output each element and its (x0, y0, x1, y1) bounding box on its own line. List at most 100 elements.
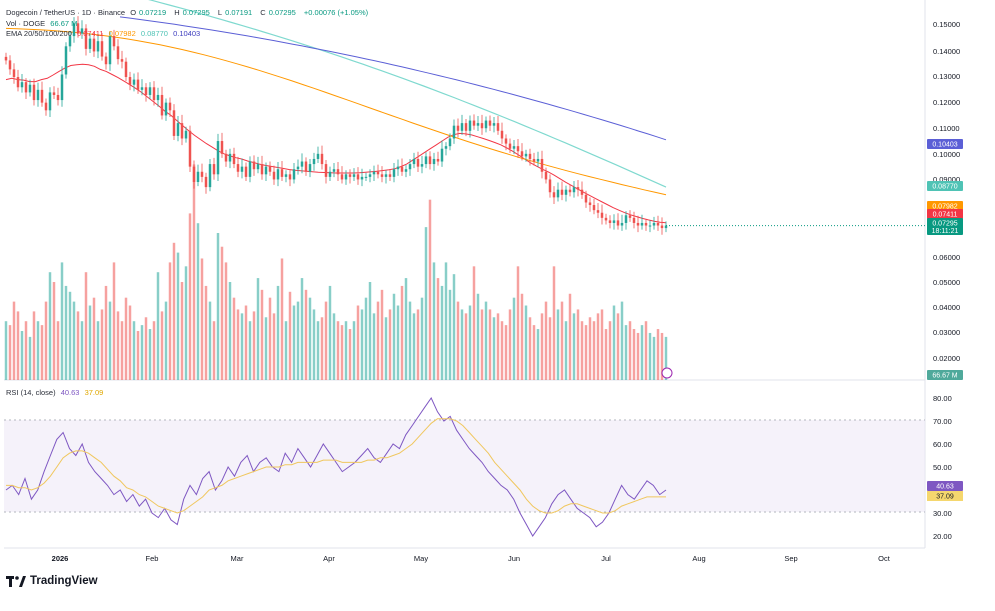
volume-bar (592, 321, 596, 380)
candle-body (236, 164, 240, 172)
candle-body (496, 123, 500, 131)
volume-bar (56, 321, 60, 380)
candle-body (268, 166, 272, 172)
candle-body (616, 220, 620, 226)
volume-bar (64, 285, 68, 380)
candle-body (400, 166, 404, 172)
volume-bars (4, 164, 668, 380)
time-tick-label: May (414, 554, 428, 563)
rsi-ma-badge-bg (927, 491, 963, 501)
volume-bar (656, 329, 660, 380)
candle-body (48, 92, 52, 111)
symbol-title[interactable]: Dogecoin / TetherUS · 1D · Binance (6, 8, 126, 17)
volume-bar (76, 311, 80, 380)
volume-bar (596, 313, 600, 380)
volume-bar (448, 289, 452, 380)
close-value: 0.07295 (268, 8, 296, 17)
volume-bar (144, 317, 148, 380)
candle-body (100, 41, 104, 57)
candle-body (432, 158, 436, 165)
candle-body (636, 222, 640, 226)
volume-bar (472, 266, 476, 380)
volume-bar (240, 313, 244, 380)
volume-bar (8, 325, 12, 380)
volume-bar (128, 305, 132, 380)
candle-body (156, 94, 160, 101)
volume-bar (464, 313, 468, 380)
candle-body (392, 169, 396, 177)
volume-bar (504, 325, 508, 380)
volume-bar (340, 325, 344, 380)
volume-bar (616, 313, 620, 380)
candle-body (648, 225, 652, 227)
volume-bar (628, 321, 632, 380)
candle-body (188, 130, 192, 167)
candle-body (176, 123, 180, 136)
volume-legend[interactable]: Vol · DOGE 66.67 M (6, 19, 80, 29)
candle-body (612, 220, 616, 223)
candle-body (380, 174, 384, 177)
volume-bar (336, 321, 340, 380)
time-tick-label: Sep (784, 554, 797, 563)
candle-body (212, 164, 216, 175)
candle-body (588, 202, 592, 206)
rsi-label: RSI (14, close) (6, 388, 56, 397)
volume-bar (388, 309, 392, 380)
volume-bar (12, 301, 16, 380)
candle-body (608, 220, 612, 223)
volume-bar (364, 297, 368, 380)
candle-body (320, 153, 324, 165)
volume-bar (572, 313, 576, 380)
volume-bar (632, 329, 636, 380)
volume-bar (556, 309, 560, 380)
time-tick-label: Mar (231, 554, 244, 563)
volume-bar (16, 311, 20, 380)
candle-body (524, 153, 528, 157)
rsi-legend[interactable]: RSI (14, close) 40.63 37.09 (6, 388, 106, 398)
price-tick-label: 0.12000 (933, 98, 960, 107)
rsi-tick-label: 30.00 (933, 509, 952, 518)
volume-bar (544, 301, 548, 380)
candle-body (440, 148, 444, 162)
volume-bar (304, 289, 308, 380)
volume-bar (224, 262, 228, 380)
ema-legend[interactable]: EMA 20/50/100/200 0.07411 0.07982 0.0877… (6, 29, 203, 39)
candle-body (96, 41, 100, 52)
volume-bar (612, 305, 616, 380)
candle-body (412, 158, 416, 165)
candle-body (140, 87, 144, 90)
candle-body (644, 222, 648, 226)
time-tick-label: Oct (878, 554, 891, 563)
volume-bar (116, 311, 120, 380)
ema50-badge-text: 0.07982 (932, 204, 957, 211)
candle-body (468, 120, 472, 131)
ema200-value: 0.10403 (173, 29, 201, 38)
rsi-tick-label: 60.00 (933, 440, 952, 449)
volume-bar (40, 325, 44, 380)
tradingview-logo[interactable]: TradingView (6, 574, 98, 588)
volume-bar (36, 321, 40, 380)
candle-body (464, 123, 468, 131)
candle-body (448, 138, 452, 147)
volume-bar (272, 313, 276, 380)
candle-body (20, 82, 24, 88)
volume-bar (192, 164, 196, 380)
candle-body (40, 89, 44, 103)
candle-body (244, 166, 248, 177)
candle-body (8, 60, 12, 70)
time-tick-label: Jul (601, 554, 611, 563)
price-tick-label: 0.13000 (933, 72, 960, 81)
volume-bar (264, 317, 268, 380)
candle-body (308, 164, 312, 172)
candle-body (460, 123, 464, 131)
volume-bar (252, 311, 256, 380)
last-price-badge-countdown: 18:11:21 (932, 228, 959, 235)
volume-bar (300, 278, 304, 380)
ema20-badge-text: 0.07411 (933, 212, 958, 219)
volume-bar (664, 336, 668, 380)
volume-bar (508, 309, 512, 380)
rsi-band (4, 420, 925, 512)
rsi-tick-label: 50.00 (933, 463, 952, 472)
